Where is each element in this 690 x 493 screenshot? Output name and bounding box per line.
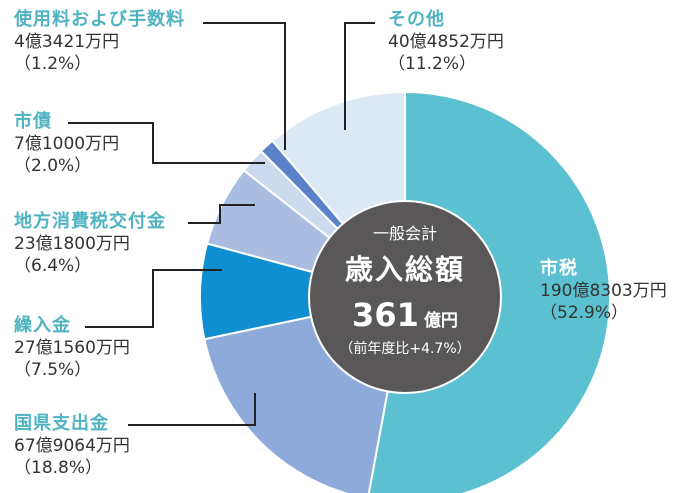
leader-lines	[68, 22, 375, 426]
donut-center	[308, 200, 502, 394]
label-amount: 190億8303万円	[540, 281, 667, 302]
leader-line-transfer	[85, 269, 222, 328]
label-amount: 40億4852万円	[388, 32, 504, 53]
leader-line-bonds	[68, 122, 265, 164]
label-percent: （18.8%）	[14, 458, 103, 479]
leader-line-consumption-tax	[188, 204, 255, 224]
leader-line-grants	[128, 393, 256, 426]
label-percent: （6.4%）	[14, 256, 92, 277]
label-amount: 23億1800万円	[14, 234, 130, 255]
label-percent: （7.5%）	[14, 360, 92, 381]
label-city-tax: 市税 190億8303万円 （52.9%）	[540, 257, 667, 325]
label-grants: 国県支出金 67億9064万円 （18.8%）	[14, 412, 130, 480]
label-name: 繰入金	[14, 315, 71, 336]
center-subtitle: 一般会計	[372, 224, 437, 243]
donut-center-text: 一般会計 歳入総額 361 億円 （前年度比+4.7%）	[310, 202, 500, 392]
center-total: 361 億円	[310, 296, 500, 334]
label-amount: 67億9064万円	[14, 436, 130, 457]
center-total-unit: 億円	[423, 311, 458, 331]
label-name: 市債	[14, 111, 52, 132]
label-amount: 7億1000万円	[14, 134, 120, 155]
center-total-number: 361	[352, 296, 419, 334]
center-title: 歳入総額	[344, 253, 465, 286]
label-name: その他	[388, 9, 445, 30]
leader-line-fees	[203, 22, 286, 150]
label-amount: 27億1560万円	[14, 338, 130, 359]
label-percent: （2.0%）	[14, 156, 92, 177]
center-yoy: （前年度比+4.7%）	[339, 341, 471, 357]
label-percent: （1.2%）	[14, 54, 92, 75]
label-other: その他 40億4852万円 （11.2%）	[388, 8, 504, 76]
label-consumption-tax: 地方消費税交付金 23億1800万円 （6.4%）	[14, 210, 166, 278]
label-percent: （11.2%）	[388, 54, 477, 75]
leader-line-other	[344, 22, 375, 130]
label-fees: 使用料および手数料 4億3421万円 （1.2%）	[14, 8, 185, 76]
label-name: 国県支出金	[14, 413, 109, 434]
label-name: 地方消費税交付金	[14, 211, 166, 232]
label-name: 使用料および手数料	[14, 9, 185, 30]
label-name: 市税	[540, 258, 578, 279]
label-bonds: 市債 7億1000万円 （2.0%）	[14, 110, 119, 178]
label-transfer: 繰入金 27億1560万円 （7.5%）	[14, 314, 130, 382]
label-percent: （52.9%）	[540, 303, 629, 324]
label-amount: 4億3421万円	[14, 32, 120, 53]
